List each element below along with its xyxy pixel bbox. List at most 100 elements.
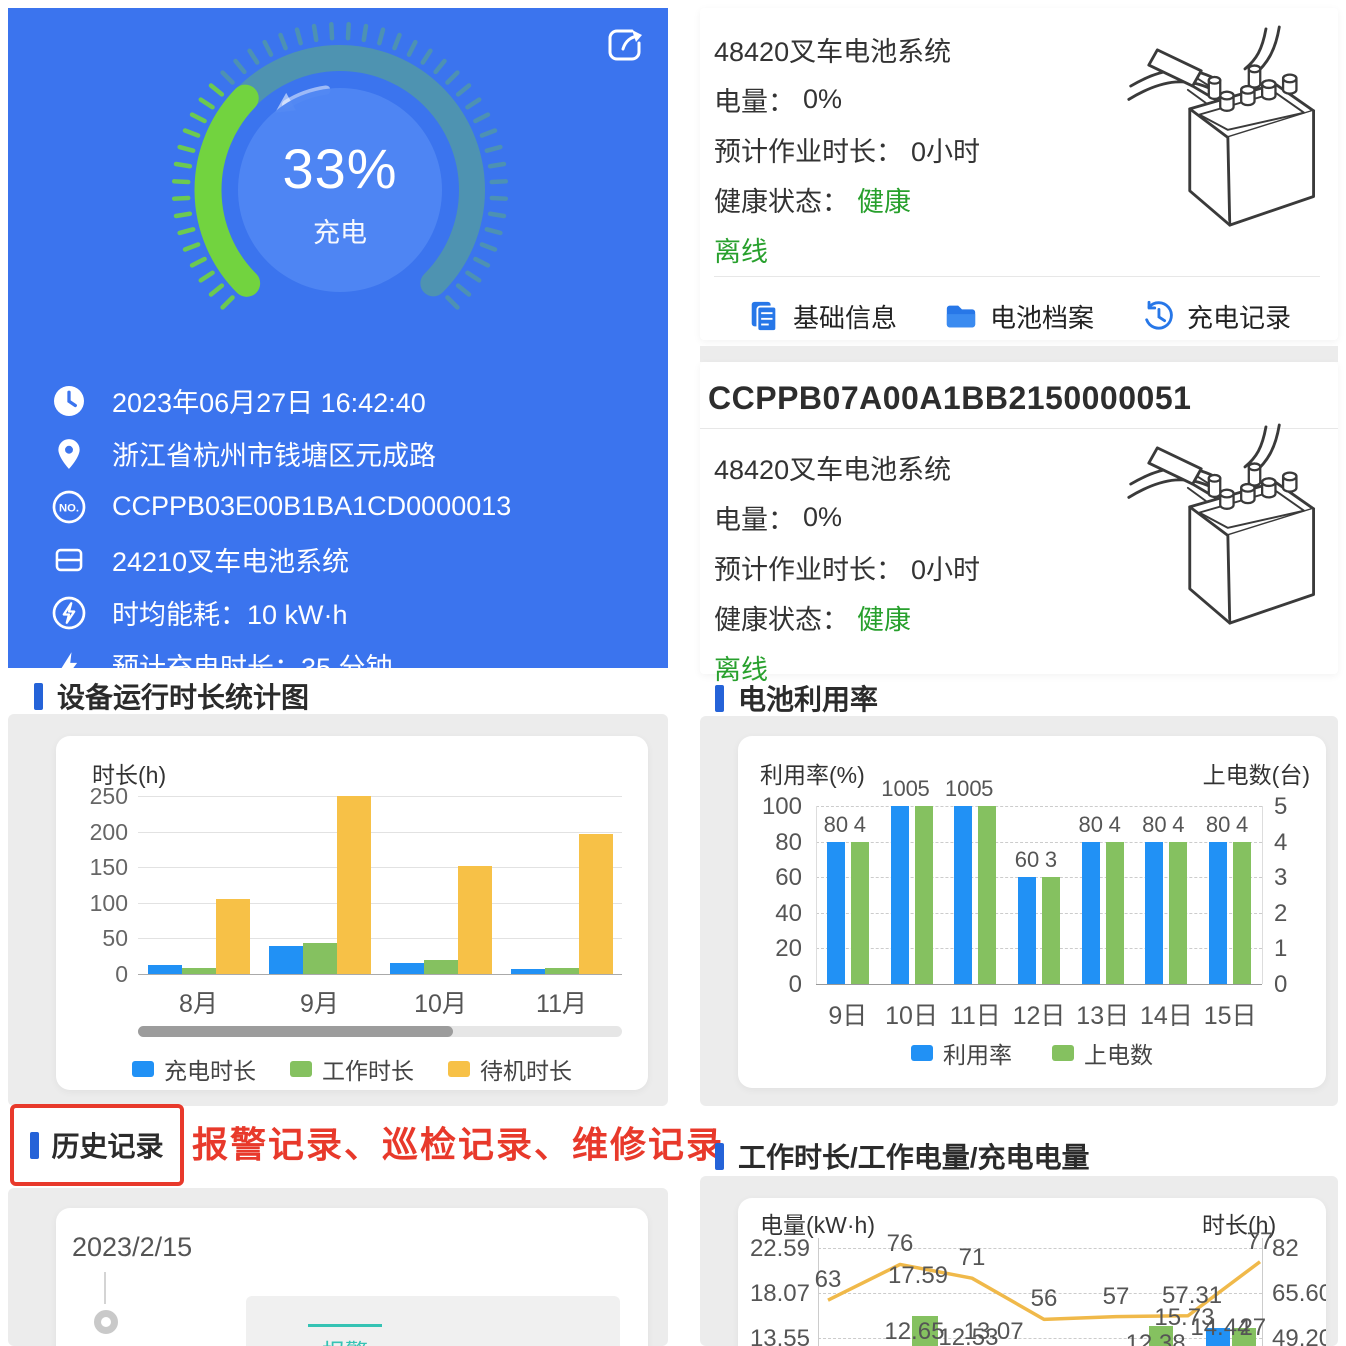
battery-duty: 预计作业时长： 0小时 — [714, 554, 981, 585]
info-serial: CCPPB03E00B1BA1CD0000013 — [112, 491, 512, 521]
value-label: 15.73 — [1154, 1304, 1215, 1331]
svg-text:NO.: NO. — [59, 502, 79, 514]
timeline-dot — [94, 1310, 118, 1334]
info-model: 24210叉车电池系统 — [112, 547, 350, 577]
bar-工作时长 — [423, 960, 458, 974]
y-tick-right: 3 — [1274, 864, 1288, 892]
battery-illustration — [1127, 423, 1315, 625]
chart-legend: 充电时长 工作时长 待机时长 — [56, 1052, 648, 1086]
gauge-readout: 33% 充电 — [153, 136, 527, 250]
section-title-history: 历史记录 — [51, 1131, 164, 1162]
action-basic-info[interactable]: 基础信息 — [747, 298, 897, 335]
y-tick-label: 50 — [102, 925, 128, 952]
section-title: 电池利用率 — [738, 684, 879, 715]
x-tick-label: 11日 — [949, 1002, 1001, 1030]
battery-info-top: 48420叉车电池系统 电量： 0% 预计作业时长： 0小时 健康状态： 健康 离线 — [714, 24, 1134, 274]
action-battery-archive[interactable]: 电池档案 — [944, 298, 1094, 335]
legend-swatch — [1052, 1045, 1074, 1061]
legend-item-工作时长[interactable]: 工作时长 — [290, 1052, 414, 1086]
line-value-label: 57.31 — [1162, 1281, 1223, 1309]
legend-swatch — [290, 1061, 312, 1077]
info-energy: 时均能耗：10 kW·h — [112, 600, 348, 630]
y-tick-left: 18.07 — [749, 1280, 810, 1307]
action-charge-record[interactable]: 充电记录 — [1141, 298, 1291, 335]
value-label: 80 — [1205, 811, 1231, 837]
y-tick-left: 20 — [775, 935, 802, 963]
bar-上电数 — [1169, 841, 1188, 984]
battery-illustration — [1127, 25, 1315, 227]
chart-scrollbar-thumb[interactable] — [138, 1026, 453, 1037]
y-tick-label: 250 — [89, 783, 128, 809]
legend-label: 工作时长 — [322, 1058, 414, 1084]
folder-icon — [946, 305, 976, 328]
history-timeline-card: 2023/2/15 报警 — [56, 1208, 648, 1346]
value-label: 4 — [853, 811, 866, 837]
y-tick-left: 60 — [775, 864, 802, 892]
section-marker — [30, 1131, 40, 1159]
legend-item-利用率[interactable]: 利用率 — [911, 1036, 1012, 1070]
grid-line — [138, 796, 622, 797]
section-marker — [715, 1142, 724, 1170]
line-value-label: 77 — [1246, 1227, 1274, 1255]
value-label: 5 — [917, 776, 930, 801]
x-tick-label: 15日 — [1203, 1002, 1257, 1030]
axis-baseline — [816, 984, 1262, 985]
battery-health: 健康状态： 健康 — [714, 604, 911, 635]
y-axis-label-right: 上电数(台) — [1202, 762, 1310, 788]
y-tick-right: 1 — [1274, 935, 1288, 963]
legend-label: 待机时长 — [480, 1058, 572, 1084]
action-charge-record-label: 充电记录 — [1186, 302, 1291, 333]
battery-box-icon — [50, 541, 88, 579]
history-annotation-text: 报警记录、巡检记录、维修记录 — [192, 1124, 725, 1165]
documents-icon — [751, 301, 778, 333]
axis-line-left — [818, 1238, 819, 1346]
bar-上电数 — [1105, 841, 1124, 984]
mini-bar — [1148, 1326, 1173, 1346]
line-value-label: 76 — [886, 1230, 914, 1258]
section-marker — [34, 682, 43, 710]
grid-line — [818, 1248, 1262, 1249]
action-battery-archive-label: 电池档案 — [989, 302, 1094, 333]
clock-icon — [50, 382, 88, 420]
timeline-event-box[interactable]: 报警 — [246, 1296, 620, 1346]
battery-model: 48420叉车电池系统 — [714, 454, 952, 485]
axis-line-right — [1262, 1238, 1263, 1346]
info-row-model: 24210叉车电池系统 — [50, 533, 650, 586]
y-tick-label: 150 — [89, 854, 128, 881]
info-row-serial: NO. CCPPB03E00B1BA1CD0000013 — [50, 480, 650, 533]
legend-item-充电时长[interactable]: 充电时长 — [132, 1052, 256, 1086]
legend-label: 上电数 — [1084, 1042, 1153, 1068]
info-time: 2023年06月27日 16:42:40 — [112, 388, 426, 418]
work-chart-card: 电量(kW·h) 时长(h) 22.59 82 18.07 65.60 13.55 49.20… — [738, 1198, 1326, 1346]
mini-bar — [1206, 1328, 1231, 1346]
x-tick-label: 9月 — [300, 990, 339, 1018]
value-label: 12.53 — [938, 1324, 999, 1346]
line-value-label: 71 — [958, 1244, 986, 1272]
legend-item-待机时长[interactable]: 待机时长 — [448, 1052, 572, 1086]
value-label: 80 — [1142, 811, 1167, 837]
y-axis-label-right: 时长(h) — [1202, 1212, 1277, 1238]
bar-上电数 — [1233, 841, 1252, 984]
chart-legend: 利用率 上电数 — [738, 1036, 1326, 1070]
y-tick-right: 49.20 — [1272, 1325, 1326, 1346]
section-work-chart: 工作时长/工作电量/充电电量 — [715, 1136, 1090, 1176]
bar-上电数 — [1042, 877, 1060, 984]
legend-swatch — [911, 1045, 933, 1061]
mini-bar — [912, 1316, 939, 1346]
value-label: 100 — [944, 776, 982, 801]
y-tick-left: 80 — [775, 828, 802, 856]
bar-充电时长 — [147, 965, 182, 974]
bar-工作时长 — [302, 943, 337, 974]
value-label: 80 — [823, 811, 849, 837]
legend-item-上电数[interactable]: 上电数 — [1052, 1036, 1153, 1070]
x-tick-label: 9日 — [828, 1002, 868, 1030]
bar-充电时长 — [510, 969, 545, 974]
battery-soc: 电量： 0% — [714, 501, 843, 535]
grid-line — [816, 877, 1262, 879]
bar-利用率 — [1209, 841, 1228, 984]
gauge-panel: 33% 充电 2023年06月27日 16:42:40 浙江省杭州市钱塘区元成路… — [8, 8, 668, 668]
section-gap — [700, 346, 1338, 362]
share-button[interactable] — [602, 22, 648, 68]
grid-line — [138, 938, 622, 940]
y-tick-label: 200 — [89, 818, 128, 845]
